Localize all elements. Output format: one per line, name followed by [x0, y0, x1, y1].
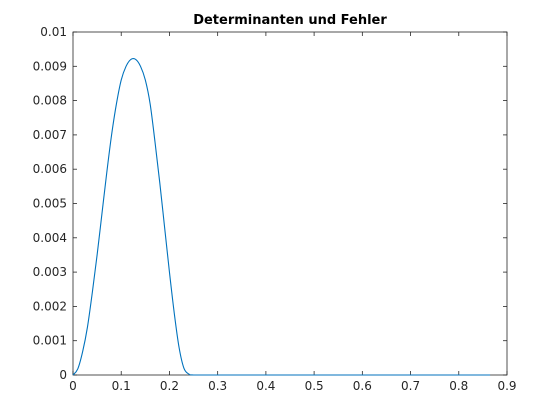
y-tick-label: 0.002: [33, 299, 67, 313]
series-layer: [72, 58, 491, 376]
y-tick-label: 0.004: [33, 231, 67, 245]
y-tick-label: 0: [59, 368, 67, 382]
x-tick-label: 0.3: [208, 379, 227, 393]
x-tick-label: 0.7: [401, 379, 420, 393]
y-tick-label: 0.001: [33, 334, 67, 348]
y-axis: 0 0.001 0.002 0.003 0.004 0.005 0.006 0.007 0.00…: [33, 25, 507, 382]
plot-area: [72, 31, 508, 376]
y-tick-label: 0.01: [40, 25, 67, 39]
x-tick-label: 0.5: [305, 379, 324, 393]
x-tick-label: 0.9: [497, 379, 516, 393]
x-tick-label: 0.4: [256, 379, 275, 393]
x-tick-label: 0.1: [112, 379, 131, 393]
x-tick-label: 0.2: [160, 379, 179, 393]
y-tick-label: 0.007: [33, 128, 67, 142]
y-tick-label: 0.009: [33, 59, 67, 73]
x-tick-label: 0.8: [449, 379, 468, 393]
chart-title: Determinanten und Fehler: [193, 13, 387, 28]
y-tick-label: 0.006: [33, 162, 67, 176]
y-tick-label: 0.005: [33, 197, 67, 211]
y-tick-label: 0.008: [33, 94, 67, 108]
x-axis: 0 0.1 0.2 0.3 0.4 0.5 0.6 0.7 0.8 0.9: [69, 32, 517, 393]
series-line-0: [72, 58, 491, 376]
y-tick-label: 0.003: [33, 265, 67, 279]
x-tick-label: 0.6: [353, 379, 372, 393]
x-tick-label: 0: [69, 379, 77, 393]
